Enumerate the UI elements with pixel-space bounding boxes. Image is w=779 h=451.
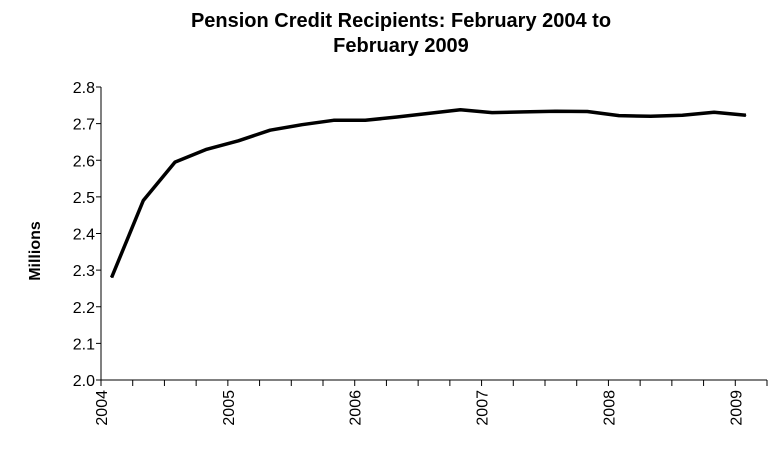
x-tick-label: 2005 bbox=[221, 390, 238, 426]
y-tick-label: 2.2 bbox=[73, 300, 95, 317]
chart-title-line-2: February 2009 bbox=[333, 35, 469, 57]
data-point bbox=[555, 110, 557, 112]
data-point bbox=[269, 129, 271, 131]
x-tick-label: 2007 bbox=[475, 390, 492, 426]
data-point bbox=[333, 119, 335, 121]
x-tick-label: 2009 bbox=[728, 390, 745, 426]
data-point bbox=[650, 115, 652, 117]
x-axis-ticks: 2004 2005 2006 2007 2008 2009 bbox=[94, 380, 768, 426]
series-line bbox=[109, 107, 747, 279]
data-point bbox=[681, 114, 683, 116]
data-point bbox=[523, 111, 525, 113]
data-point bbox=[491, 112, 493, 114]
x-tick-label: 2008 bbox=[601, 390, 618, 426]
data-point bbox=[364, 119, 366, 121]
data-point bbox=[618, 115, 620, 117]
y-axis-label: Millions bbox=[27, 221, 44, 281]
y-tick-label: 2.7 bbox=[73, 117, 95, 134]
data-point bbox=[174, 161, 176, 163]
chart-title-line-1: Pension Credit Recipients: February 2004… bbox=[191, 10, 611, 32]
data-point bbox=[428, 112, 430, 114]
data-point bbox=[237, 140, 239, 142]
x-tick-label: 2006 bbox=[348, 390, 365, 426]
y-tick-label: 2.0 bbox=[73, 373, 95, 390]
y-tick-label: 2.5 bbox=[73, 190, 95, 207]
data-point bbox=[396, 116, 398, 118]
data-point bbox=[745, 114, 747, 116]
y-tick-label: 2.1 bbox=[73, 336, 95, 353]
data-point bbox=[459, 109, 461, 111]
data-point bbox=[301, 124, 303, 126]
y-tick-label: 2.3 bbox=[73, 263, 95, 280]
data-point bbox=[111, 277, 113, 278]
data-point bbox=[142, 200, 144, 201]
data-point bbox=[713, 111, 715, 113]
data-point bbox=[586, 111, 588, 112]
x-tick-label: 2004 bbox=[94, 390, 111, 426]
y-tick-label: 2.8 bbox=[73, 80, 95, 97]
y-tick-label: 2.6 bbox=[73, 153, 95, 170]
data-point bbox=[206, 148, 208, 150]
y-axis-ticks: 2.0 2.1 2.2 2.3 2.4 2.5 2.6 2.7 2.8 bbox=[73, 80, 101, 390]
y-tick-label: 2.4 bbox=[73, 227, 95, 244]
data-series bbox=[109, 107, 747, 279]
